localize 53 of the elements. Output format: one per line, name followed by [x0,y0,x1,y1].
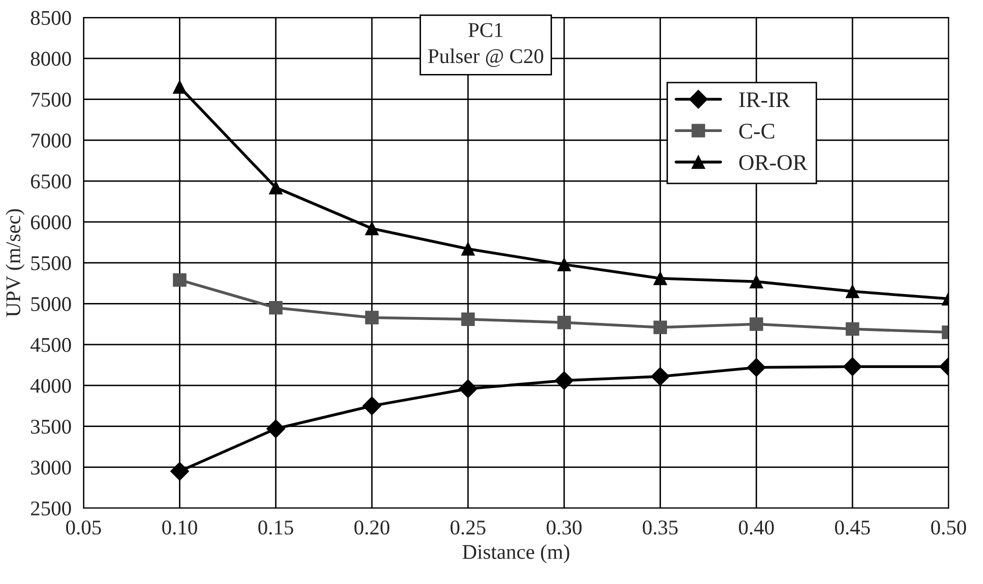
point [362,396,382,416]
y-tick-label: 7500 [31,92,71,107]
point [458,379,478,398]
point [365,310,379,324]
point [461,312,475,326]
point [747,358,766,377]
y-tick-label: 5500 [31,256,71,270]
x-tick-label: 0.15 [258,520,294,535]
text: PC1 Pulser @ C20 [428,23,544,67]
point [269,301,283,315]
x-tick-label: 0.05 [66,520,101,535]
point [846,284,860,298]
point [650,367,670,386]
legend-label: IR-IR [739,92,790,108]
point [365,222,379,236]
point [554,371,574,390]
point [170,462,190,481]
x-tick-label: 0.50 [931,520,966,535]
x-tick-label: 0.40 [738,520,774,535]
point [557,258,571,272]
y-axis-title: UPV (m/sec) [6,209,25,317]
y-tick-label: 3500 [31,420,71,434]
y-tick-label: 6500 [30,174,71,188]
x-tick-label: 0.10 [162,520,198,535]
point [172,273,186,287]
x-axis-title: Distance (m) [462,544,570,564]
y-tick-label: 4000 [30,378,71,393]
x-tick-label: 0.45 [835,520,870,535]
y-tick-label: 8500 [30,10,71,25]
x-tick-label: 0.20 [354,520,390,535]
point [843,357,862,376]
point [557,316,571,330]
y-tick-label: 5000 [31,297,71,312]
point [750,317,764,331]
y-tick-label: 8000 [30,52,71,66]
x-tick-label: 0.25 [450,520,486,535]
y-tick-label: 6000 [30,215,71,230]
x-tick-label: 0.35 [642,520,678,535]
y-tick-label: 4500 [30,338,71,352]
point [266,419,286,438]
x-tick-label: 0.30 [546,520,582,535]
point [269,180,283,194]
point [653,320,668,334]
point [172,80,186,94]
point [653,272,668,286]
y-tick-label: 3000 [31,460,71,475]
legend-label: C-C [739,124,774,139]
legend-label: OR-OR [739,155,808,170]
y-tick-label: 2500 [30,501,71,516]
point [750,274,764,288]
point [846,322,860,336]
point [461,242,475,256]
y-tick-label: 7000 [31,134,71,148]
